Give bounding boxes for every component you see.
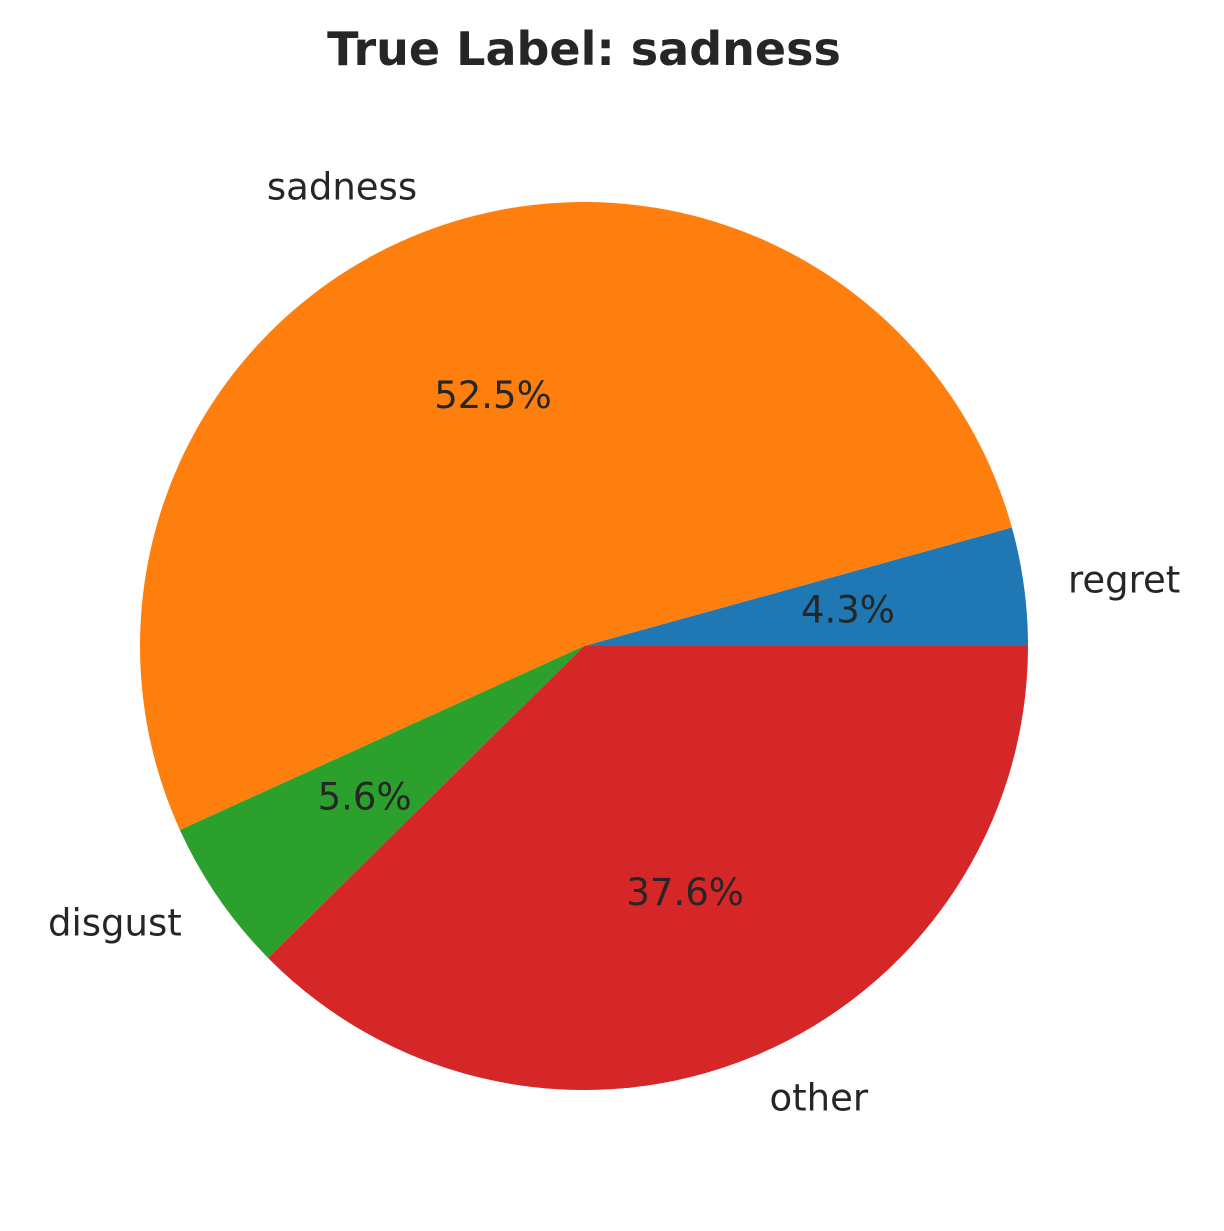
pct-label-disgust: 5.6%: [318, 776, 412, 819]
pct-label-other: 37.6%: [626, 871, 744, 914]
slice-label-disgust: disgust: [48, 902, 182, 945]
pie-slices: [140, 202, 1029, 1091]
slice-label-regret: regret: [1068, 559, 1180, 602]
slice-label-other: other: [769, 1076, 868, 1119]
chart-title: True Label: sadness: [327, 22, 841, 76]
slice-label-sadness: sadness: [267, 165, 417, 208]
pie-slice-regret: [584, 527, 1028, 646]
pct-label-regret: 4.3%: [801, 589, 895, 632]
pct-label-sadness: 52.5%: [434, 374, 552, 417]
pie-slice-other: [268, 646, 1029, 1091]
pie-labels: regret 4.3% sadness 52.5% disgust 5.6% other 37…: [48, 165, 1180, 1119]
pie-slice-disgust: [179, 646, 584, 958]
pie-slice-sadness: [140, 202, 1012, 830]
